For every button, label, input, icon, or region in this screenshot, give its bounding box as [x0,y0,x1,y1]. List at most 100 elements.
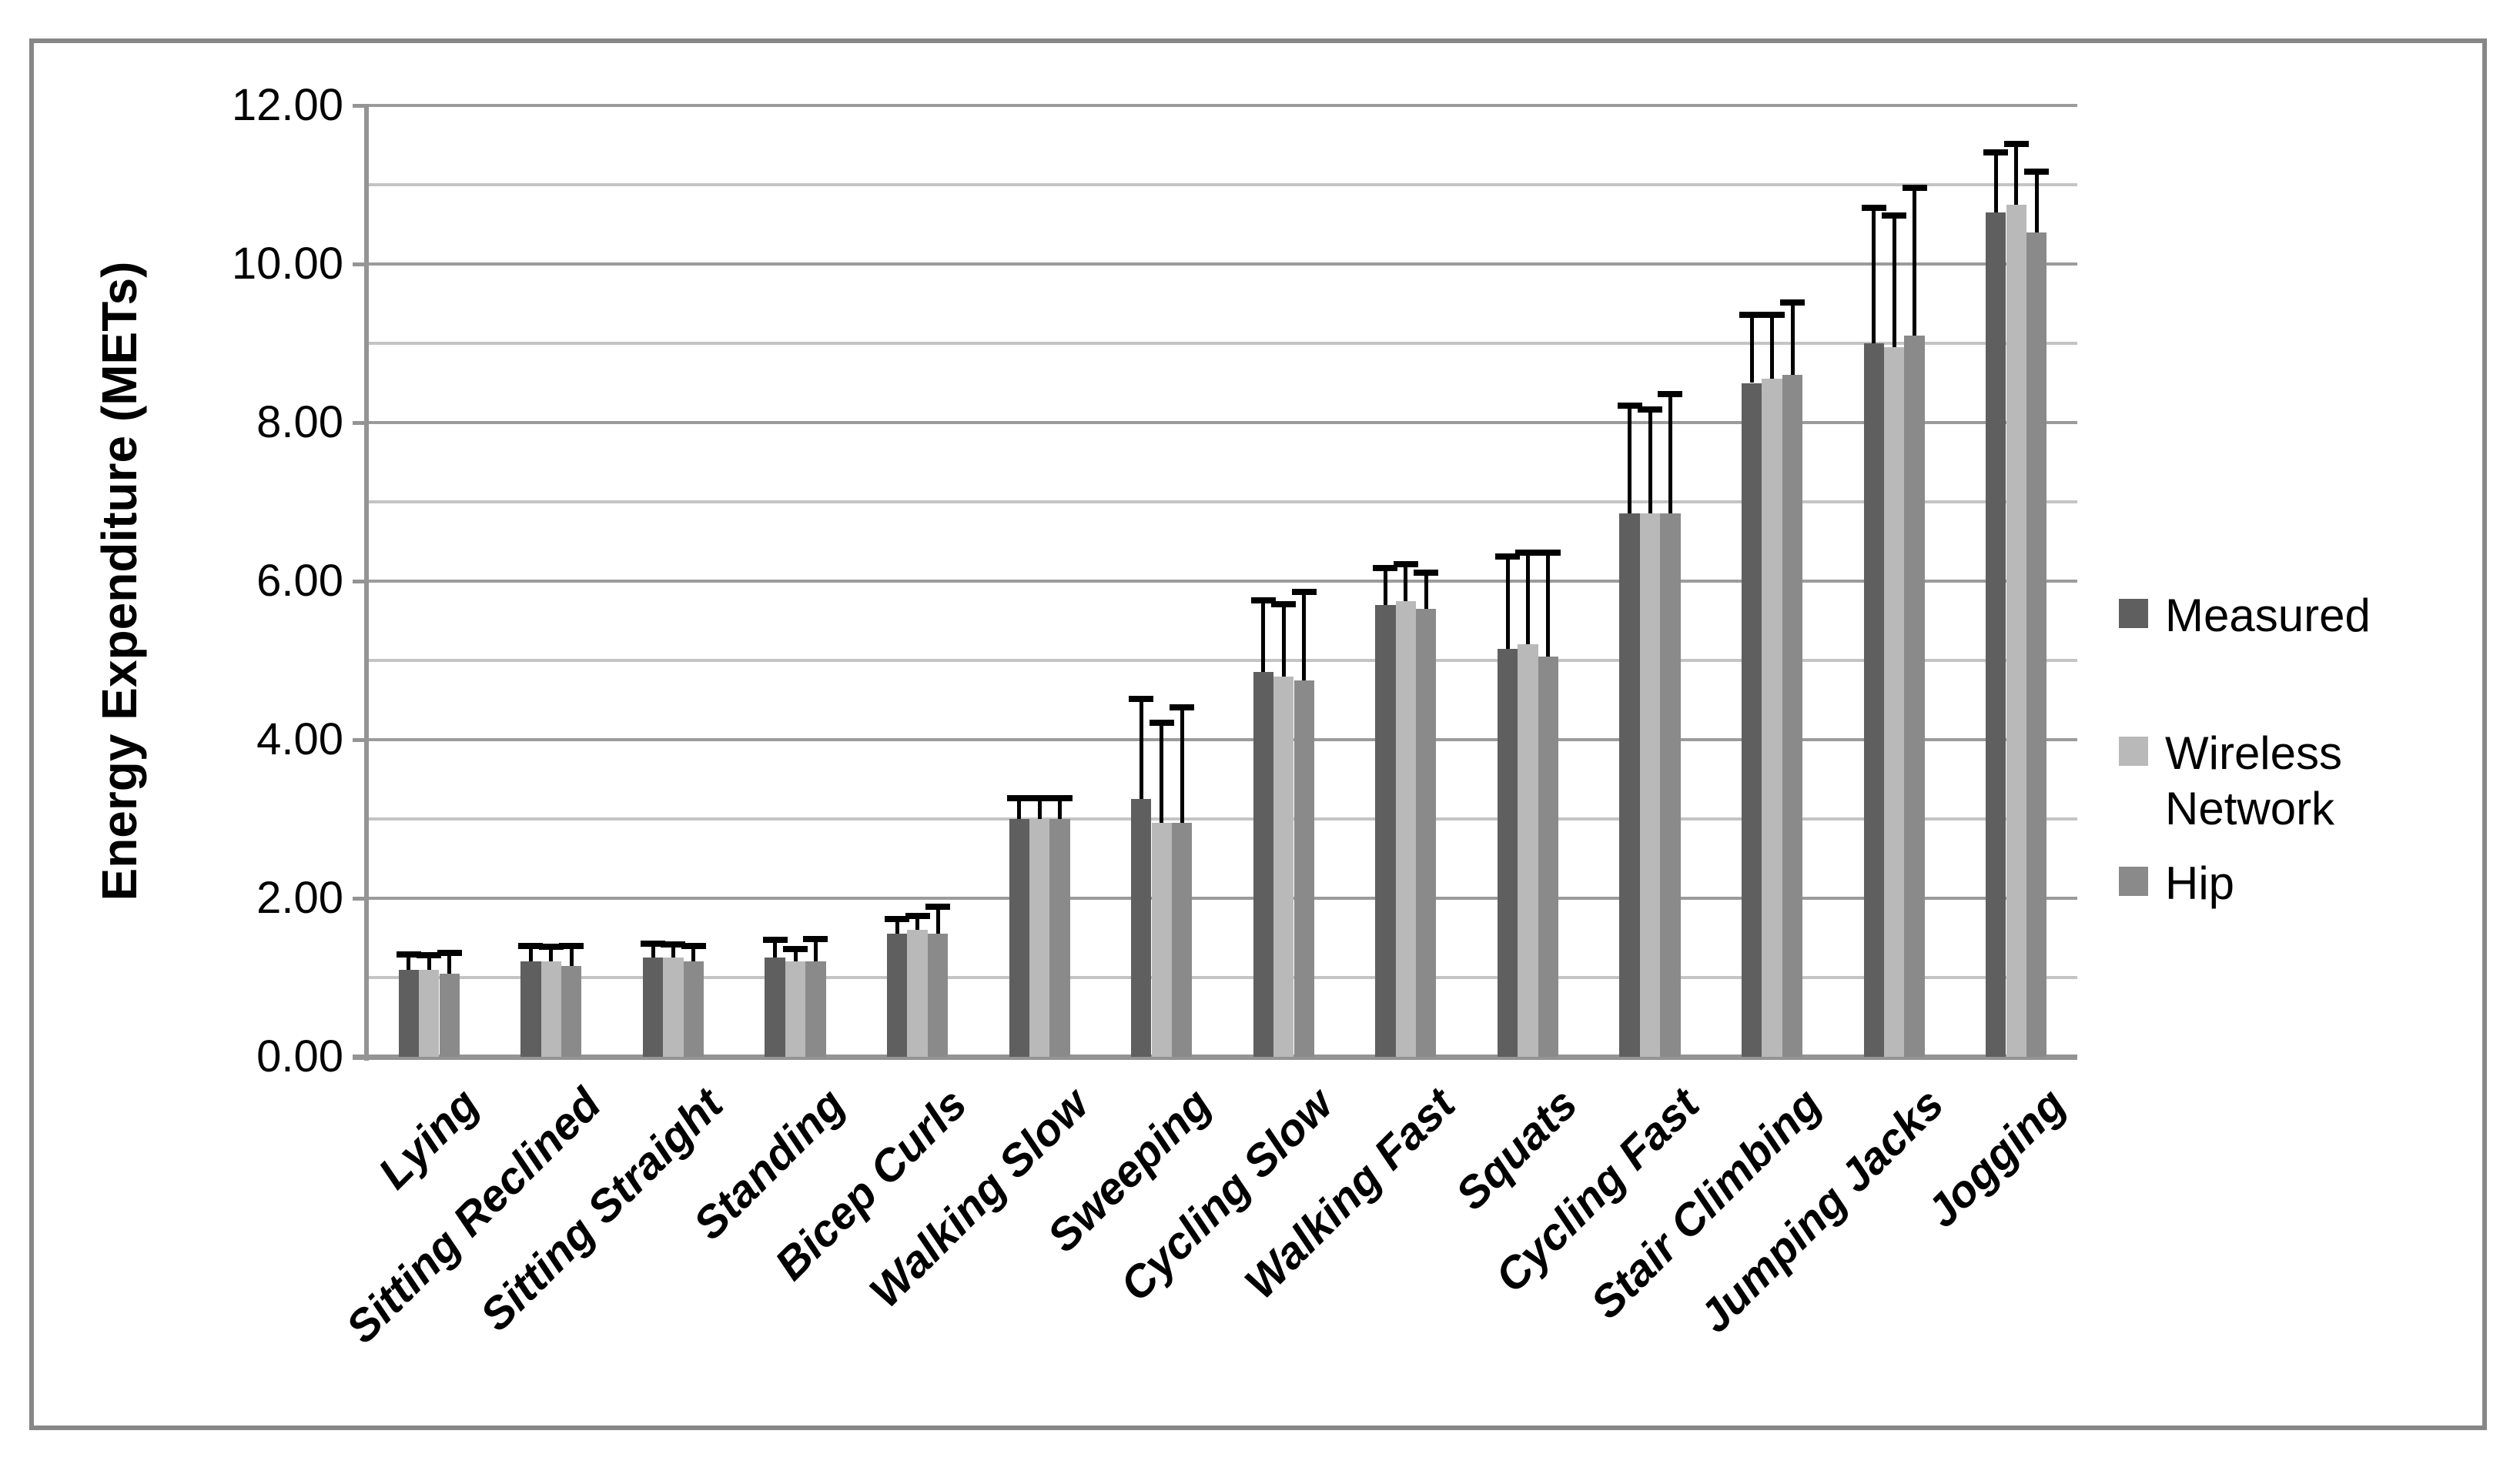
bar-measured-standing [765,958,785,1057]
error-bar-whisker [1505,556,1510,649]
bar-wireless-network-walking-slow [1029,819,1050,1057]
error-bar-cap [1861,204,1886,211]
error-bar-whisker [1790,302,1795,376]
error-bar-cap [925,904,950,911]
y-axis-tick [353,580,368,583]
error-bar-whisker [1424,572,1428,610]
gridline-minor [368,659,2077,662]
error-bar-cap [1373,565,1398,572]
bar-wireless-network-squats [1518,644,1538,1057]
error-bar-whisker [407,954,411,970]
y-axis-tick [353,1055,368,1059]
error-bar-cap [1515,549,1541,556]
gridline-minor [368,183,2077,186]
error-bar-whisker [1770,314,1775,379]
bar-hip-cycling-fast [1660,513,1681,1057]
error-bar-cap [1047,795,1073,802]
error-bar-cap [783,945,808,952]
y-tick-label: 12.00 [231,80,343,130]
bar-wireless-network-standing [785,961,806,1057]
bar-hip-walking-fast [1416,609,1437,1057]
bar-hip-jumping-jacks [1904,335,1925,1057]
error-bar-whisker [1892,216,1896,348]
error-bar-cap [1638,406,1662,413]
error-bar-cap [2024,169,2050,175]
error-bar-whisker [1546,552,1551,657]
error-bar-cap [1250,597,1276,603]
bar-wireless-network-bicep-curls [907,930,928,1057]
bar-measured-sitting-reclined [520,961,541,1057]
y-axis-tick [353,421,368,425]
legend-swatch-measured [2119,599,2148,628]
error-bar-cap [1271,600,1297,607]
gridline-minor [368,976,2077,979]
error-bar-whisker [2034,172,2039,232]
error-bar-whisker [671,944,675,958]
legend-label-wireless-network: Wireless Network [2165,727,2343,834]
error-bar-whisker [1872,207,1876,343]
error-bar-cap [1149,720,1174,727]
error-bar-cap [1617,403,1642,409]
error-bar-whisker [1017,798,1022,819]
error-bar-cap [538,943,564,950]
error-bar-whisker [895,918,899,934]
y-axis-tick [353,104,368,108]
bar-hip-standing [805,961,826,1057]
bar-hip-sweeping [1171,823,1193,1057]
bar-hip-sitting-straight [683,961,704,1057]
error-bar-cap [1759,311,1785,318]
x-axis-line [353,1055,2077,1060]
error-bar-cap [1535,549,1561,556]
error-bar-whisker [1993,152,1998,213]
error-bar-whisker [2014,144,2019,205]
error-bar-whisker [1628,406,1632,514]
bar-measured-stair-climbing [1741,383,1762,1057]
y-axis-tick [353,738,368,742]
error-bar-whisker [427,955,431,970]
bar-hip-squats [1538,656,1559,1057]
y-tick-label: 4.00 [256,714,343,764]
bar-hip-sitting-reclined [561,965,582,1057]
error-bar-whisker [1037,798,1042,819]
error-bar-whisker [691,945,696,962]
error-bar-cap [1393,561,1418,568]
error-bar-whisker [935,907,940,934]
bar-wireless-network-jumping-jacks [1883,347,1905,1057]
error-bar-cap [2003,141,2029,148]
bar-wireless-network-cycling-fast [1639,513,1661,1057]
error-bar-cap [417,952,442,959]
bar-measured-jumping-jacks [1863,343,1884,1057]
bar-hip-walking-slow [1049,819,1070,1057]
bar-hip-stair-climbing [1782,375,1803,1057]
error-bar-whisker [1261,600,1266,673]
error-bar-whisker [1749,314,1754,383]
error-bar-cap [437,949,462,956]
error-bar-cap [905,912,930,919]
error-bar-whisker [1525,552,1530,645]
error-bar-whisker [915,915,920,931]
gridline-major [368,738,2077,741]
legend-swatch-hip [2119,867,2148,896]
bar-measured-lying [398,969,420,1057]
gridline-minor [368,817,2077,821]
bar-measured-walking-slow [1009,819,1029,1057]
error-bar-cap [1291,589,1317,596]
error-bar-cap [1739,311,1765,318]
gridline-major [368,421,2077,424]
error-bar-cap [559,942,584,949]
gridline-minor [368,500,2077,503]
bar-hip-cycling-slow [1293,680,1314,1057]
bar-measured-sitting-straight [642,958,664,1057]
error-bar-whisker [1058,798,1063,819]
bar-measured-bicep-curls [886,934,908,1057]
error-bar-whisker [1302,592,1307,680]
gridline-major [368,580,2077,583]
error-bar-whisker [1668,393,1672,514]
error-bar-whisker [1404,564,1408,601]
error-bar-cap [1658,390,1683,397]
error-bar-whisker [813,939,818,962]
error-bar-cap [803,936,828,943]
bar-wireless-network-sitting-reclined [540,961,562,1057]
error-bar-cap [1780,299,1805,306]
error-bar-whisker [549,946,554,962]
